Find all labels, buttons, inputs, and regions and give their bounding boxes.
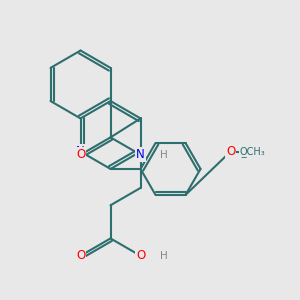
Text: O: O xyxy=(136,249,145,262)
Text: H: H xyxy=(160,251,168,261)
Text: N: N xyxy=(76,145,85,158)
Text: H: H xyxy=(160,150,168,160)
Text: N: N xyxy=(136,148,145,161)
Text: O: O xyxy=(76,249,85,262)
Text: O: O xyxy=(226,145,235,158)
Text: O̲CH₃: O̲CH₃ xyxy=(240,146,266,157)
Text: O: O xyxy=(76,148,85,161)
